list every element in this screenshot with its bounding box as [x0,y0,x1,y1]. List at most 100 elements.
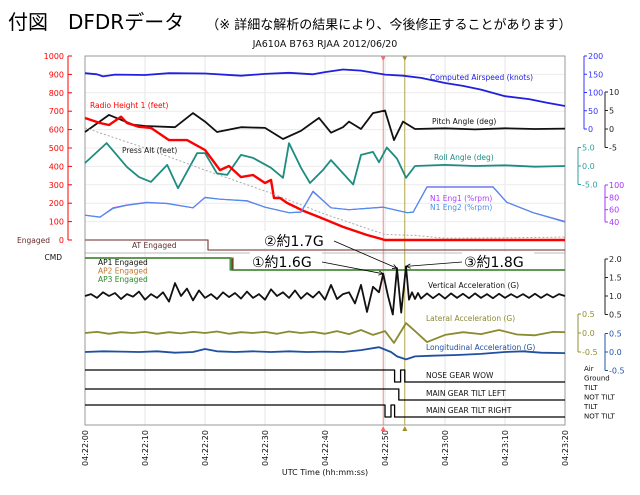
label-not-tilt-right: NOT TILT [584,413,616,421]
tick-label-ft: 600 [49,126,64,135]
tick-label-ft: 200 [49,199,64,208]
label-ground: Ground [584,375,610,383]
x-tick-label: 04:22:30 [261,430,270,466]
tick-label-lon: 0.0 [609,348,622,357]
label-vert-acc: Vertical Acceleration (G) [428,281,519,290]
label-engaged: Engaged [17,236,50,245]
label-lat-acc: Lateral Acceleration (G) [426,314,515,323]
tick-label-roll: 5.0 [582,144,595,153]
tick-label-ft: 700 [49,107,64,116]
tick-label-ft: 1000 [44,52,64,61]
x-tick-label: 04:23:20 [561,430,570,466]
label-air: Air [584,365,594,373]
axes: 1000900800700600500400300200100020015010… [44,52,625,376]
tick-label-roll: -5.0 [582,181,598,190]
annotation-1: ①約1.6G [252,255,312,271]
tick-label-va: 2.0 [609,255,622,264]
tick-label-kt: 150 [588,70,603,79]
annotation-arrowhead [391,264,398,269]
event-marker-top [380,56,386,61]
tick-label-pitch: 0 [609,125,614,134]
tick-label-ft: 500 [49,144,64,153]
tick-label-ft: 900 [49,70,64,79]
series-layer [84,68,566,418]
tick-label-ft: 100 [49,218,64,227]
label-long-acc: Longitudinal Acceleration (G) [426,343,535,352]
tick-label-lon: 0.5 [609,330,622,339]
label-mlg-right: MAIN GEAR TILT RIGHT [426,406,512,415]
series-long-acc [84,346,566,361]
x-tick-label: 04:22:50 [381,430,390,466]
series-radio-height [84,115,565,242]
annotation-arrow [405,261,463,267]
label-at: AT Engaged [132,241,177,250]
series-lat-acc [84,322,566,344]
label-pitch: Pitch Angle (deg) [432,117,496,126]
series-ap3 [85,257,565,271]
x-tick-label: 04:22:40 [321,430,330,466]
series-mlg-left [85,388,565,401]
event-marker-bottom [380,426,386,431]
tick-label-n1: 100 [609,181,624,190]
x-tick-label: 04:23:10 [501,430,510,466]
label-mlg-left: MAIN GEAR TILT LEFT [426,389,506,398]
tick-label-lat: 0.5 [582,310,595,319]
series-vert-acc [84,265,566,316]
label-roll: Roll Angle (deg) [434,153,494,162]
tick-label-pitch: 5 [609,107,614,116]
series-at [85,239,565,251]
annotation-arrowhead [405,263,411,269]
annotation-bg-2 [262,231,334,248]
tick-label-pitch: -5 [609,144,617,153]
label-ap3: AP3 Engaged [98,275,148,284]
tick-label-ft: 300 [49,181,64,190]
page-title: 付図 DFDRデータ [8,10,185,34]
tick-label-ft: 0 [59,236,64,245]
annotation-bg-3 [462,252,534,269]
tick-label-kt: 0 [588,125,593,134]
label-cmd: CMD [45,253,63,262]
tick-label-lon: -0.5 [609,367,625,376]
chart-title: JA610A B763 RJAA 2012/06/20 [252,39,398,50]
annotation-bg-1 [250,252,322,269]
tick-label-va: 1.0 [609,292,622,301]
x-axis-label: UTC Time (hh:mm:ss) [282,468,368,477]
tick-label-kt: 200 [588,52,603,61]
tick-label-n1: 80 [609,193,619,202]
series-mlg-right [85,404,565,418]
x-tick-label: 04:22:20 [201,430,210,466]
tick-label-roll: 0.0 [582,162,595,171]
tick-label-lat: 0.0 [582,329,595,338]
page-header: 付図 DFDRデータ （※ 詳細な解析の結果により、今後修正することがあります） [8,6,571,35]
annotations: ②約1.7G ①約1.6G ③約1.8G [250,231,534,276]
annotation-arrowhead [378,270,384,276]
tick-label-pitch: 10 [609,88,619,97]
tick-label-va: 1.5 [609,274,622,283]
annotation-arrow [333,240,398,269]
label-airspeed: Computed Airspeed (knots) [430,73,533,82]
x-tick-label: 04:22:00 [81,430,90,466]
label-ap2: AP2 Engaged [98,267,148,276]
series-airspeed [84,68,566,107]
x-tick-label: 04:23:00 [441,430,450,466]
tick-label-n1: 40 [609,218,619,227]
label-n1-eng1: N1 Eng1 (%rpm) [430,194,492,203]
annotation-arrow [321,261,384,275]
annotation-2: ②約1.7G [264,234,324,250]
tick-label-ft: 400 [49,162,64,171]
label-n1-eng2: N1 Eng2 (%rpm) [430,203,492,212]
series-nose-wow [85,369,565,383]
series-n1-eng2 [84,186,566,223]
label-not-tilt-left: NOT TILT [584,394,616,402]
event-marker-top [402,56,408,61]
annotation-3: ③約1.8G [464,255,524,271]
series-pitch [84,109,566,142]
event-marker-bottom [402,426,408,431]
series-press-alt [84,127,566,239]
series-labels: Computed Airspeed (knots) Pitch Angle (d… [17,73,616,477]
label-nose-wow: NOSE GEAR WOW [426,371,494,380]
tick-label-lat: -0.5 [582,348,598,357]
label-press-alt: Press Alt (feet) [122,146,177,155]
label-tilt-left: TILT [583,384,598,392]
